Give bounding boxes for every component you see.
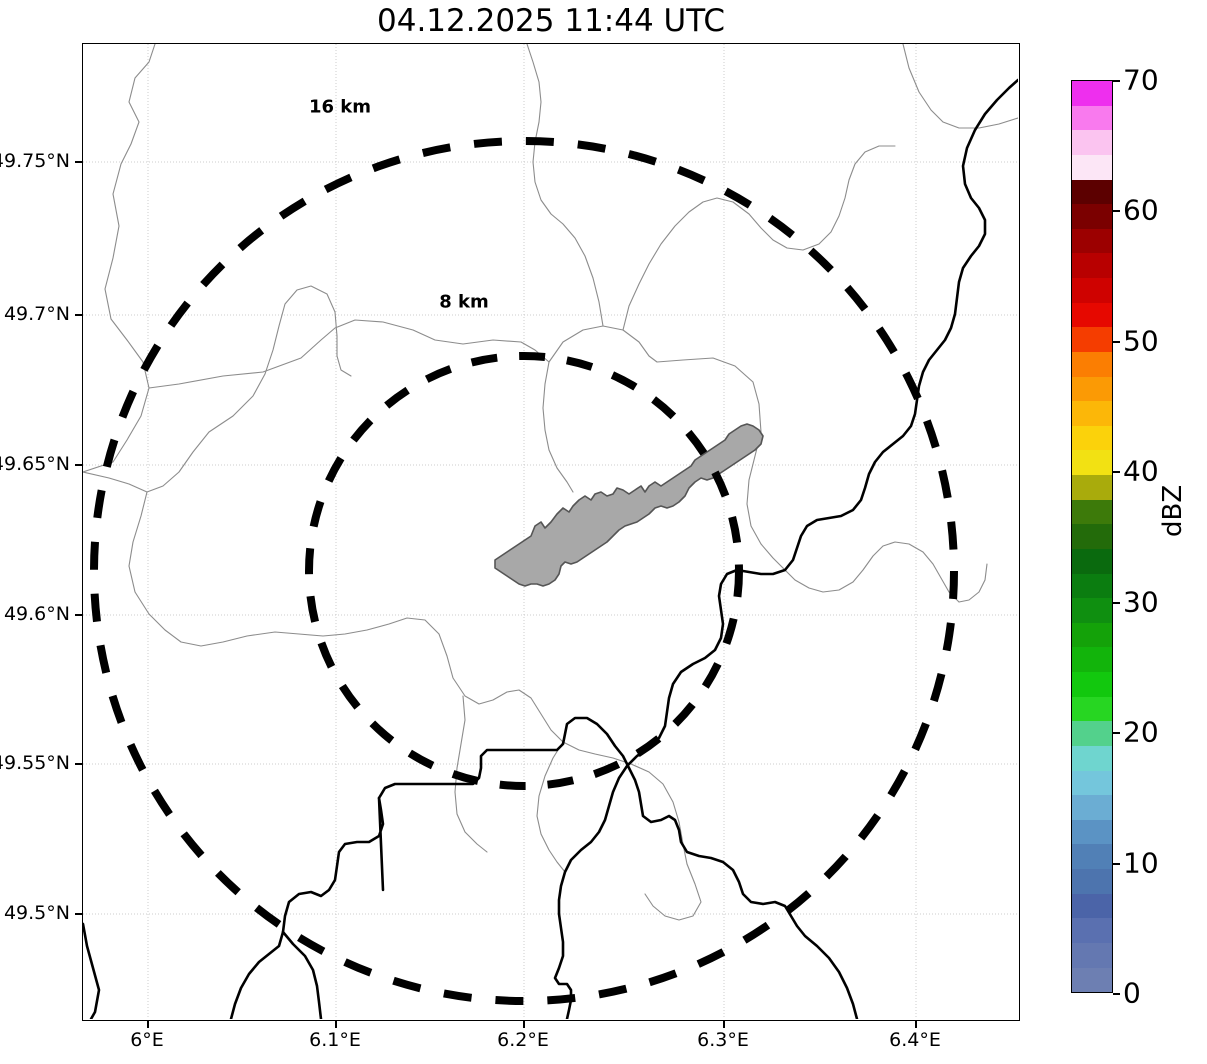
xtick-label-62e: 6.2°E — [497, 1029, 549, 1051]
colorbar-band — [1072, 228, 1112, 254]
colorbar-tick-mark — [1113, 210, 1120, 212]
gridlines — [83, 44, 1018, 1019]
xtick-mark — [723, 1021, 725, 1028]
colorbar-band — [1072, 253, 1112, 278]
colorbar-band — [1072, 524, 1112, 549]
colorbar-band — [1072, 844, 1112, 869]
colorbar-band — [1072, 745, 1112, 771]
range-rings — [90, 137, 958, 1005]
ytick-mark — [75, 314, 82, 316]
colorbar-band — [1072, 548, 1112, 574]
colorbar-tick-mark — [1113, 993, 1120, 995]
colorbar-axis-label: dBZ — [1158, 484, 1188, 537]
xtick-mark — [147, 1021, 149, 1028]
colorbar-band — [1072, 81, 1112, 106]
xtick-mark — [915, 1021, 917, 1028]
colorbar-tick-label-60: 60 — [1123, 193, 1159, 227]
ytick-mark — [75, 161, 82, 163]
colorbar-tick-label-50: 50 — [1123, 324, 1159, 358]
colorbar-band — [1072, 696, 1112, 722]
xtick-label-61e: 6.1°E — [309, 1029, 361, 1051]
range-ring-8km — [305, 352, 743, 790]
colorbar-tick-mark — [1113, 602, 1120, 604]
ytick-mark — [75, 464, 82, 466]
colorbar-tick-label-0: 0 — [1123, 976, 1141, 1010]
colorbar[interactable] — [1071, 80, 1113, 993]
colorbar-tick-mark — [1113, 732, 1120, 734]
page-title: 04.12.2025 11:44 UTC — [377, 3, 725, 39]
colorbar-band — [1072, 721, 1112, 746]
colorbar-tick-mark — [1113, 863, 1120, 865]
colorbar-tick-label-40: 40 — [1123, 454, 1159, 488]
xtick-label-64e: 6.4°E — [889, 1029, 941, 1051]
colorbar-band — [1072, 672, 1112, 697]
colorbar-band — [1072, 450, 1112, 475]
colorbar-band — [1072, 105, 1112, 131]
colorbar-band — [1072, 967, 1112, 993]
national-border — [83, 78, 1018, 1019]
colorbar-tick-label-10: 10 — [1123, 846, 1159, 880]
colorbar-band — [1072, 770, 1112, 796]
ytick-label-497: 49.7°N — [3, 303, 70, 325]
ytick-label-496: 49.6°N — [3, 603, 70, 625]
ytick-mark — [75, 913, 82, 915]
ytick-label-4955: 49.55°N — [0, 752, 70, 774]
colorbar-band — [1072, 130, 1112, 155]
city-polygon — [494, 423, 764, 587]
range-ring-label-16km: 16 km — [308, 96, 372, 118]
range-ring-label-8km: 8 km — [439, 291, 489, 313]
xtick-label-63e: 6.3°E — [697, 1029, 749, 1051]
colorbar-band — [1072, 573, 1112, 599]
colorbar-band — [1072, 795, 1112, 820]
colorbar-band — [1072, 425, 1112, 451]
ytick-label-4975: 49.75°N — [0, 150, 70, 172]
colorbar-band — [1072, 475, 1112, 500]
ytick-label-4965: 49.65°N — [0, 453, 70, 475]
colorbar-band — [1072, 598, 1112, 623]
colorbar-tick-mark — [1113, 471, 1120, 473]
colorbar-band — [1072, 278, 1112, 303]
colorbar-band — [1072, 327, 1112, 352]
colorbar-tick-mark — [1113, 80, 1120, 82]
colorbar-band — [1072, 819, 1112, 845]
colorbar-band — [1072, 869, 1112, 894]
xtick-label-6e: 6°E — [130, 1029, 164, 1051]
colorbar-band — [1072, 154, 1112, 180]
ytick-label-495: 49.5°N — [3, 902, 70, 924]
colorbar-band — [1072, 376, 1112, 402]
colorbar-tick-label-30: 30 — [1123, 585, 1159, 619]
colorbar-band — [1072, 401, 1112, 426]
ytick-mark — [75, 614, 82, 616]
map-plot-area[interactable] — [82, 43, 1020, 1021]
ytick-mark — [75, 763, 82, 765]
colorbar-band — [1072, 499, 1112, 525]
colorbar-tick-label-70: 70 — [1123, 63, 1159, 97]
xtick-mark — [523, 1021, 525, 1028]
colorbar-band — [1072, 204, 1112, 229]
colorbar-band — [1072, 179, 1112, 205]
xtick-mark — [335, 1021, 337, 1028]
colorbar-band — [1072, 918, 1112, 943]
colorbar-band — [1072, 351, 1112, 377]
range-ring-16km — [90, 137, 958, 1005]
colorbar-band — [1072, 622, 1112, 648]
colorbar-band — [1072, 893, 1112, 919]
colorbar-tick-label-20: 20 — [1123, 715, 1159, 749]
colorbar-band — [1072, 942, 1112, 968]
administrative-boundaries — [83, 44, 1018, 921]
colorbar-band — [1072, 302, 1112, 328]
map-svg — [83, 44, 1018, 1019]
colorbar-tick-mark — [1113, 341, 1120, 343]
colorbar-band — [1072, 647, 1112, 672]
